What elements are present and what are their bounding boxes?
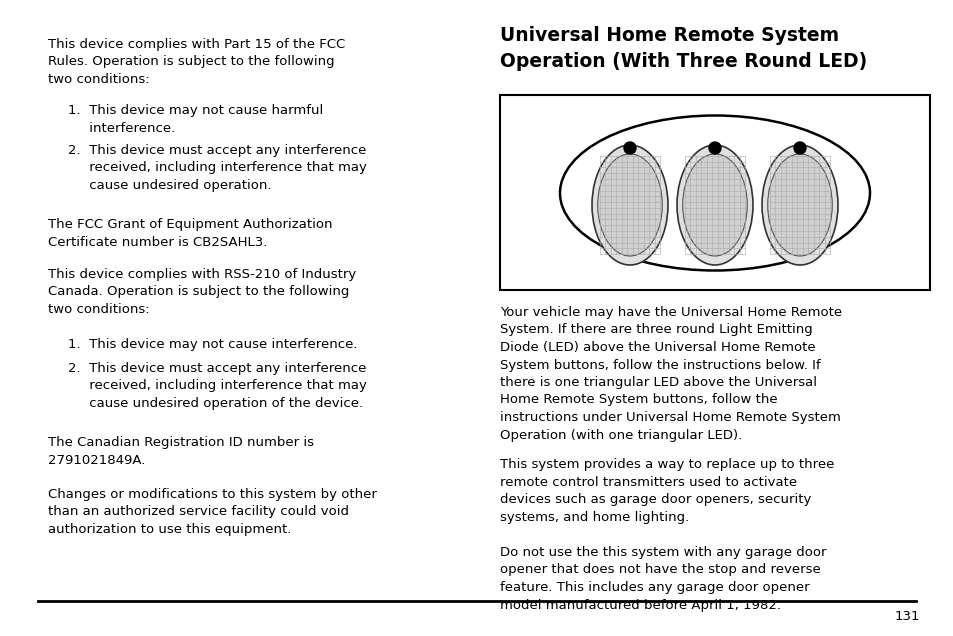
Text: Universal Home Remote System: Universal Home Remote System <box>499 26 839 45</box>
Circle shape <box>793 142 805 154</box>
Bar <box>499 95 929 290</box>
Text: Changes or modifications to this system by other
than an authorized service faci: Changes or modifications to this system … <box>48 488 376 536</box>
Ellipse shape <box>767 154 831 256</box>
Ellipse shape <box>598 154 661 256</box>
Text: 2.  This device must accept any interference
     received, including interferen: 2. This device must accept any interfere… <box>68 144 367 192</box>
Text: 1.  This device may not cause harmful
     interference.: 1. This device may not cause harmful int… <box>68 104 323 134</box>
Ellipse shape <box>592 145 667 265</box>
Text: Your vehicle may have the Universal Home Remote
System. If there are three round: Your vehicle may have the Universal Home… <box>499 306 841 441</box>
Circle shape <box>623 142 636 154</box>
Text: This device complies with RSS-210 of Industry
Canada. Operation is subject to th: This device complies with RSS-210 of Ind… <box>48 268 355 316</box>
Text: The FCC Grant of Equipment Authorization
Certificate number is CB2SAHL3.: The FCC Grant of Equipment Authorization… <box>48 218 333 249</box>
Text: The Canadian Registration ID number is
2791021849A.: The Canadian Registration ID number is 2… <box>48 436 314 466</box>
Ellipse shape <box>559 116 869 270</box>
Ellipse shape <box>677 145 752 265</box>
Text: 131: 131 <box>894 611 919 623</box>
Text: 1.  This device may not cause interference.: 1. This device may not cause interferenc… <box>68 338 357 351</box>
Circle shape <box>708 142 720 154</box>
Text: This device complies with Part 15 of the FCC
Rules. Operation is subject to the : This device complies with Part 15 of the… <box>48 38 345 86</box>
Text: This system provides a way to replace up to three
remote control transmitters us: This system provides a way to replace up… <box>499 458 834 523</box>
Text: Operation (With Three Round LED): Operation (With Three Round LED) <box>499 52 866 71</box>
Ellipse shape <box>682 154 746 256</box>
Ellipse shape <box>761 145 837 265</box>
Text: 2.  This device must accept any interference
     received, including interferen: 2. This device must accept any interfere… <box>68 362 367 410</box>
Text: Do not use the this system with any garage door
opener that does not have the st: Do not use the this system with any gara… <box>499 546 825 611</box>
